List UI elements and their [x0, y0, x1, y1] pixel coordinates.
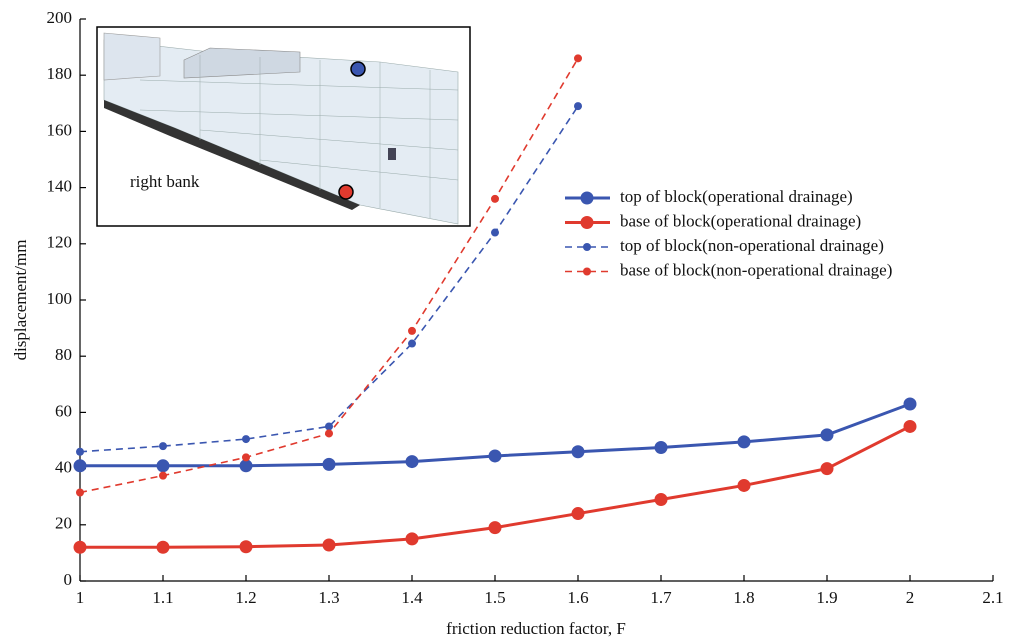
legend-marker: [583, 243, 591, 251]
x-tick-label: 1.4: [401, 588, 423, 607]
inset-label: right bank: [130, 172, 200, 191]
legend-label: base of block(operational drainage): [620, 211, 861, 230]
legend-marker: [581, 216, 594, 229]
y-tick-label: 40: [55, 458, 72, 477]
x-tick-label: 2: [906, 588, 915, 607]
point: [74, 541, 87, 554]
x-tick-label: 1: [76, 588, 85, 607]
point: [904, 420, 917, 433]
point: [738, 479, 751, 492]
chart: right bank friction reduction factor, F …: [0, 0, 1013, 642]
point: [574, 102, 582, 110]
point: [821, 462, 834, 475]
point: [157, 459, 170, 472]
point: [325, 429, 333, 437]
point: [323, 539, 336, 552]
point: [408, 340, 416, 348]
x-axis-label: friction reduction factor, F: [446, 619, 626, 638]
point: [74, 459, 87, 472]
point: [325, 422, 333, 430]
x-tick-label: 1.8: [733, 588, 754, 607]
point: [76, 448, 84, 456]
point: [242, 453, 250, 461]
point: [572, 445, 585, 458]
x-tick-label: 1.9: [816, 588, 837, 607]
x-tick-label: 1.1: [152, 588, 173, 607]
point: [406, 532, 419, 545]
point: [159, 472, 167, 480]
point: [159, 442, 167, 450]
y-tick-label: 180: [47, 64, 73, 83]
x-tick-label: 1.6: [567, 588, 588, 607]
x-tick-label: 2.1: [982, 588, 1003, 607]
point: [323, 458, 336, 471]
point: [406, 455, 419, 468]
x-tick-label: 1.5: [484, 588, 505, 607]
point: [408, 327, 416, 335]
y-tick-label: 200: [47, 8, 73, 27]
point: [489, 449, 502, 462]
y-tick-label: 100: [47, 289, 73, 308]
legend-marker: [581, 192, 594, 205]
legend-label: top of block(operational drainage): [620, 187, 853, 206]
point: [491, 195, 499, 203]
y-tick-label: 80: [55, 345, 72, 364]
point: [240, 540, 253, 553]
y-axis-label: displacement/mm: [11, 240, 30, 361]
y-tick-label: 0: [64, 570, 73, 589]
y-tick-label: 140: [47, 177, 73, 196]
point: [904, 397, 917, 410]
legend-marker: [583, 268, 591, 276]
point: [491, 229, 499, 237]
y-tick-label: 20: [55, 514, 72, 533]
y-tick-label: 160: [47, 120, 73, 139]
point: [821, 428, 834, 441]
legend-label: top of block(non-operational drainage): [620, 236, 884, 255]
point: [157, 541, 170, 554]
point: [655, 441, 668, 454]
point: [572, 507, 585, 520]
x-tick-label: 1.3: [318, 588, 339, 607]
point: [738, 435, 751, 448]
point: [242, 435, 250, 443]
x-tick-label: 1.7: [650, 588, 672, 607]
point: [489, 521, 502, 534]
point: [655, 493, 668, 506]
legend-label: base of block(non-operational drainage): [620, 260, 892, 279]
y-tick-label: 60: [55, 401, 72, 420]
x-tick-label: 1.2: [235, 588, 256, 607]
point: [574, 54, 582, 62]
y-tick-label: 120: [47, 233, 73, 252]
inset: right bank: [97, 27, 470, 226]
point: [76, 488, 84, 496]
